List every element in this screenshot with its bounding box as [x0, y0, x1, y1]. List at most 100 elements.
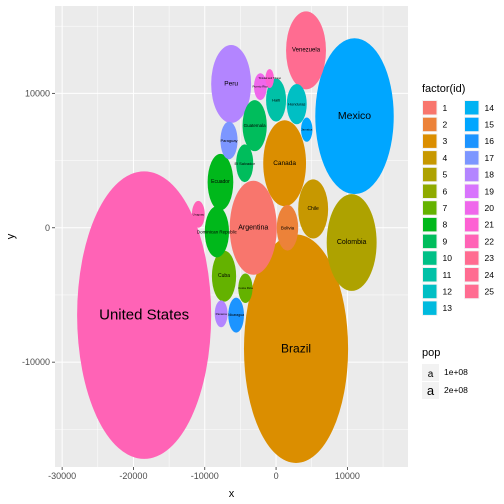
legend-key [423, 201, 437, 215]
bubble-label: Nicaragua [228, 313, 244, 317]
y-tick-label: -10000 [22, 357, 50, 367]
x-tick-label: 0 [274, 471, 279, 481]
legend-key [465, 101, 479, 115]
legend-label: 21 [485, 220, 495, 230]
bubble-label: Bolivia [281, 225, 295, 230]
bubble [207, 153, 234, 211]
legend-label: 11 [443, 270, 452, 280]
legend-key [465, 167, 479, 182]
bubble [298, 179, 329, 239]
size-legend-label: 1e+08 [444, 367, 468, 377]
bubble-label: Colombia [337, 239, 367, 246]
legend-key [465, 268, 479, 282]
y-tick-label: 0 [45, 223, 50, 233]
size-legend-title: pop [422, 347, 440, 359]
bubble-label: Uruguay [193, 212, 205, 216]
legend-key [423, 268, 437, 282]
legend-label: 19 [485, 186, 495, 196]
x-tick-label: -10000 [191, 471, 219, 481]
bubble [214, 300, 228, 328]
bubble-label: Mexico [338, 110, 371, 122]
legend-key [465, 151, 479, 165]
legend-label: 2 [443, 119, 448, 129]
legend-key [423, 301, 437, 315]
bubble [236, 144, 254, 183]
x-tick-label: -30000 [48, 471, 76, 481]
bubble [315, 38, 394, 195]
legend-label: 14 [485, 103, 495, 113]
bubble [211, 250, 237, 302]
bubble [220, 121, 238, 160]
legend-key [423, 234, 437, 249]
bubble-label: Costa Rica [238, 286, 253, 290]
bubble-label: Cuba [218, 273, 230, 279]
bubble [211, 44, 252, 123]
legend-label: 1 [443, 103, 448, 113]
bubble [286, 11, 326, 90]
size-legend-key-bg [422, 382, 439, 399]
legend-label: 22 [485, 236, 495, 246]
legend-key [423, 251, 437, 265]
legend-label: 20 [485, 203, 495, 213]
bubble-label: Argentina [238, 224, 268, 231]
size-legend: pop a 1e+08 a 2e+08 [422, 347, 468, 399]
x-axis: -30000 -20000 -10000 0 10000 [48, 467, 360, 481]
legend-label: 16 [485, 136, 495, 146]
legend-label: 3 [443, 136, 448, 146]
bubble-label: Ecuador [211, 179, 230, 185]
bubble-label: Peru [224, 80, 238, 87]
bubble [77, 171, 212, 459]
legend-label: 17 [485, 153, 495, 163]
bubble [204, 206, 230, 258]
legend-label: 13 [443, 303, 453, 313]
bubble-label: Canada [273, 160, 296, 167]
legend-key [465, 117, 479, 132]
bubble [326, 194, 377, 291]
legend-label: 8 [443, 220, 448, 230]
bubble [286, 83, 307, 125]
size-legend-symbol: a [428, 369, 434, 380]
x-axis-title: x [229, 488, 235, 500]
legend-label: 5 [443, 170, 448, 180]
bubble [263, 120, 307, 207]
bubble-label: Venezuela [292, 47, 321, 53]
y-axis: -10000 0 10000 [22, 88, 55, 367]
bubble [253, 73, 267, 101]
y-axis-title: y [5, 233, 17, 239]
color-legend: factor(id)123456789101112131415161718192… [422, 83, 494, 316]
bubble [238, 273, 253, 304]
legend-key [423, 184, 437, 198]
bubble [243, 234, 349, 463]
bubble-label: Trinidad and Tobago [258, 77, 281, 80]
bubble-label: Paraguay [220, 138, 237, 143]
legend-label: 18 [485, 170, 495, 180]
legend-key [465, 217, 479, 232]
size-legend-symbol: a [427, 383, 435, 398]
bubble-label: Chile [307, 206, 319, 212]
bubble [228, 297, 244, 333]
legend-label: 25 [485, 286, 495, 296]
legend-key [465, 201, 479, 215]
bubble-label: Brazil [281, 342, 311, 356]
legend-label: 10 [443, 253, 453, 263]
size-legend-label: 2e+08 [444, 385, 468, 395]
bubble [276, 204, 299, 251]
legend-key [465, 251, 479, 265]
bubble-label: Jamaica [301, 128, 313, 132]
legend-key [465, 134, 479, 148]
bubble-label: Haiti [272, 98, 280, 103]
legend-label: 15 [485, 119, 495, 129]
color-legend-title: factor(id) [422, 83, 465, 95]
bubble-label: Honduras [288, 102, 305, 107]
legend-label: 24 [485, 270, 495, 280]
bubble-label: United States [99, 307, 189, 324]
x-tick-label: -20000 [119, 471, 147, 481]
legend-label: 23 [485, 253, 495, 263]
bubble [301, 117, 313, 142]
legend-key [423, 101, 437, 115]
legend-key [465, 234, 479, 249]
bubble [191, 200, 205, 228]
bubble [242, 100, 267, 152]
legend-key [423, 151, 437, 165]
